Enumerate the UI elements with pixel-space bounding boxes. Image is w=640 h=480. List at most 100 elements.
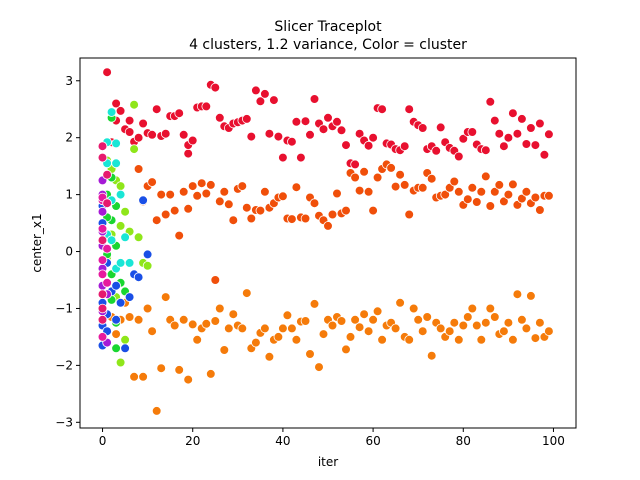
- data-point-red-51: [318, 124, 329, 134]
- data-point-pink-6: [97, 235, 108, 246]
- data-point-orange-red-8: [169, 205, 180, 216]
- data-point-red-55: [336, 125, 347, 136]
- data-point-orange-54: [350, 314, 360, 325]
- data-point-orange-red-12: [187, 181, 198, 191]
- data-point-orange-43: [300, 316, 311, 326]
- data-point-orange-56: [359, 309, 369, 320]
- data-point-orange-55: [354, 322, 365, 333]
- data-point-orange-21: [201, 318, 212, 329]
- data-point-red-7: [124, 127, 135, 137]
- data-point-orange-red-24: [242, 202, 252, 213]
- data-point-orange-95: [535, 317, 545, 328]
- data-point-orange-57: [363, 326, 374, 337]
- data-point-red-101: [544, 129, 554, 140]
- data-point-orange-10: [151, 406, 162, 416]
- data-point-red-69: [399, 141, 410, 152]
- data-point-red-44: [287, 136, 297, 147]
- data-point-cyan-6: [115, 189, 126, 200]
- data-point-red-59: [354, 128, 365, 139]
- x-tick-label: 60: [365, 434, 380, 448]
- data-point-red-47: [300, 116, 311, 126]
- data-point-orange-red-81: [499, 196, 509, 207]
- data-point-orange-32: [251, 337, 261, 348]
- data-point-orange-19: [192, 334, 203, 345]
- data-point-orange-red-71: [453, 187, 464, 197]
- data-point-red-27: [210, 82, 221, 93]
- data-point-orange-16: [178, 314, 189, 325]
- data-point-red-89: [489, 115, 500, 126]
- data-point-orange-25: [219, 345, 230, 355]
- data-point-cyan-11: [124, 258, 135, 268]
- data-point-orange-red-21: [228, 215, 239, 226]
- data-point-orange-46: [314, 362, 324, 372]
- data-point-orange-red-23: [237, 181, 248, 191]
- data-point-orange-red-7: [165, 189, 176, 200]
- y-axis-label: center_x1: [30, 213, 44, 272]
- data-point-red-92: [503, 132, 514, 143]
- data-point-orange-red-74: [467, 183, 478, 193]
- data-point-orange-14: [169, 320, 180, 331]
- data-point-orange-79: [462, 312, 473, 322]
- data-point-red-76: [431, 146, 442, 156]
- data-point-red-48: [305, 130, 315, 140]
- data-point-orange-red-25: [246, 213, 257, 224]
- data-point-orange-47: [318, 329, 329, 339]
- data-point-orange-red-86: [521, 187, 532, 197]
- data-point-red-73: [417, 123, 428, 133]
- data-point-orange-64: [395, 297, 405, 308]
- data-point-light-green-13: [120, 334, 130, 345]
- data-point-orange-red-10: [178, 187, 189, 197]
- data-point-orange-53: [345, 332, 356, 342]
- data-point-orange-red-68: [440, 189, 451, 200]
- data-point-orange-red-11: [183, 204, 194, 214]
- data-point-orange-7: [138, 371, 148, 382]
- y-axis-ticks: −3 −2 −1 0 1 2 3: [55, 74, 80, 429]
- data-point-red-56: [341, 140, 351, 150]
- data-point-orange-red-34: [287, 214, 297, 224]
- data-point-red-49: [309, 94, 320, 104]
- data-point-orange-18: [187, 319, 198, 330]
- data-point-red-25: [201, 101, 212, 112]
- data-point-red-54: [332, 117, 342, 127]
- data-point-blue-17: [111, 314, 121, 325]
- data-point-light-green-8: [133, 232, 144, 243]
- data-point-red-99: [535, 118, 545, 129]
- x-tick-label: 0: [99, 434, 107, 448]
- data-point-pink-0: [97, 152, 108, 163]
- data-point-red-37: [255, 96, 266, 107]
- data-point-orange-red-13: [192, 191, 203, 201]
- x-tick-label: 80: [456, 434, 471, 448]
- data-point-orange-9: [147, 326, 157, 337]
- data-point-orange-58: [368, 314, 378, 325]
- data-point-orange-40: [287, 323, 297, 334]
- data-point-light-green-12: [115, 357, 126, 368]
- data-point-orange-red-58: [395, 169, 405, 180]
- data-point-red-94: [512, 128, 523, 139]
- data-point-orange-red-46: [341, 205, 351, 216]
- data-point-red-41: [273, 131, 284, 142]
- data-point-orange-38: [278, 323, 288, 334]
- data-point-orange-34: [260, 323, 270, 334]
- data-point-orange-87: [499, 326, 509, 337]
- data-point-orange-5: [129, 371, 139, 382]
- data-point-red-64: [377, 104, 387, 114]
- data-point-orange-red-65: [426, 173, 437, 184]
- data-point-orange-84: [485, 303, 496, 314]
- data-point-orange-44: [305, 349, 315, 359]
- data-point-orange-37: [273, 332, 284, 342]
- data-point-magenta-5: [97, 332, 108, 342]
- data-point-blue-12: [138, 195, 148, 206]
- data-point-red-18: [174, 108, 185, 118]
- data-point-orange-82: [476, 334, 487, 345]
- data-point-orange-red-57: [390, 181, 401, 192]
- data-point-orange-66: [404, 334, 415, 345]
- data-point-red-34: [242, 114, 252, 124]
- data-point-orange-red-16: [206, 180, 216, 190]
- data-point-red-42: [278, 152, 288, 163]
- data-point-red-45: [291, 117, 302, 127]
- data-point-orange-red-17: [210, 275, 221, 285]
- data-point-orange-80: [467, 303, 478, 314]
- data-point-red-28: [215, 113, 225, 123]
- data-point-red-100: [539, 150, 550, 160]
- data-point-cyan-1: [106, 107, 117, 117]
